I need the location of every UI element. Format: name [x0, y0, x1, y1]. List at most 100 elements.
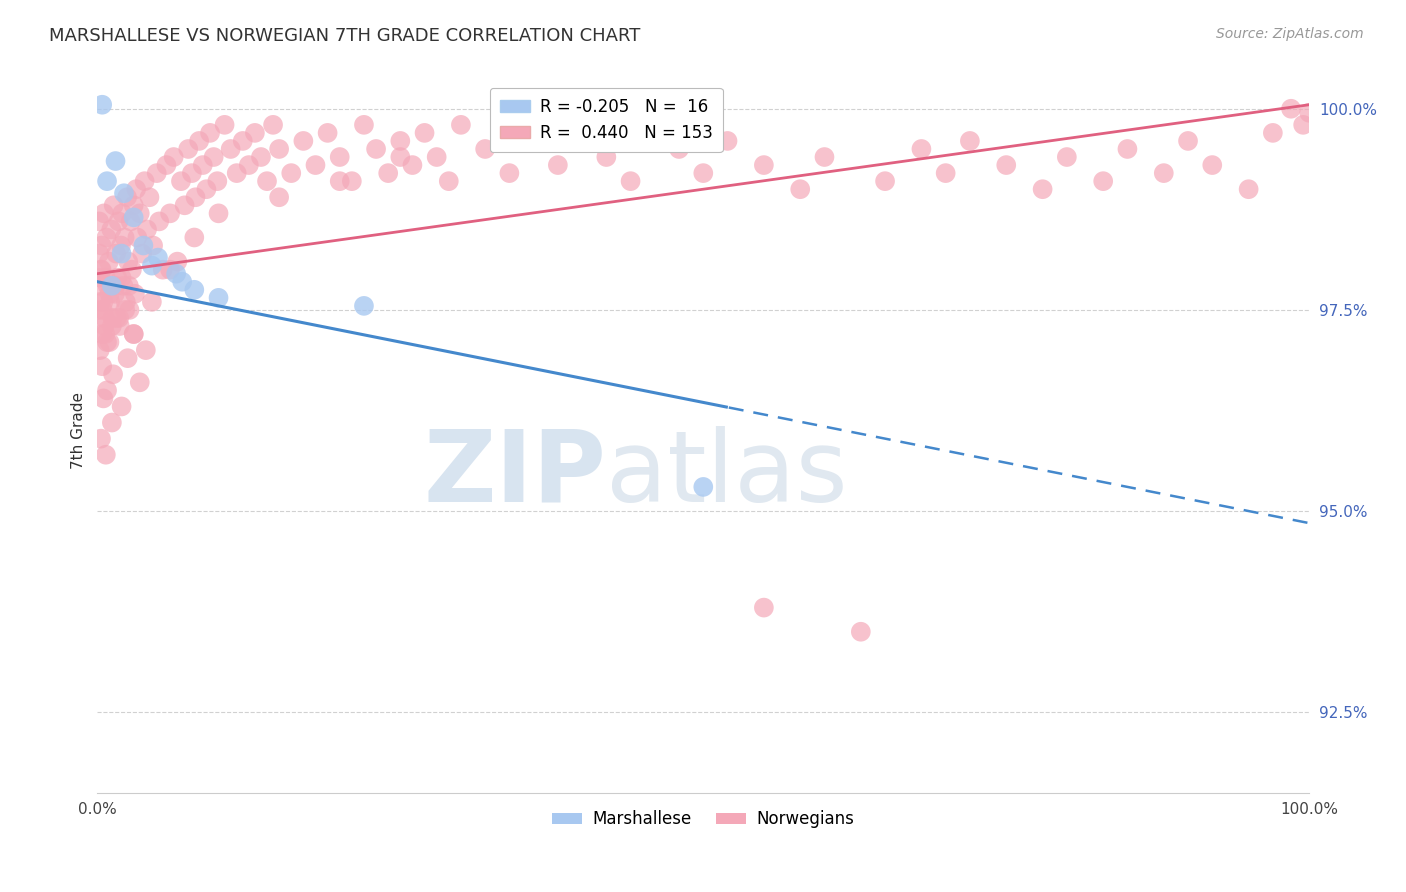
Point — [813, 150, 835, 164]
Point — [90, 262, 112, 277]
Point — [191, 158, 214, 172]
Point — [1201, 158, 1223, 172]
Point — [389, 150, 412, 164]
Point — [89, 294, 111, 309]
Point — [89, 270, 111, 285]
Point — [304, 158, 326, 172]
Point — [138, 190, 160, 204]
Point — [177, 142, 200, 156]
Point — [353, 299, 375, 313]
Point — [995, 158, 1018, 172]
Point — [498, 166, 520, 180]
Point — [523, 134, 546, 148]
Point — [450, 118, 472, 132]
Point — [127, 230, 149, 244]
Point — [110, 238, 132, 252]
Point — [571, 126, 593, 140]
Point — [225, 166, 247, 180]
Point — [437, 174, 460, 188]
Point — [87, 302, 110, 317]
Point — [93, 392, 115, 406]
Point — [269, 142, 291, 156]
Point — [155, 158, 177, 172]
Point — [1261, 126, 1284, 140]
Point — [89, 343, 111, 358]
Point — [195, 182, 218, 196]
Point — [120, 214, 142, 228]
Point — [1292, 118, 1315, 132]
Point — [107, 214, 129, 228]
Point — [118, 278, 141, 293]
Point — [692, 480, 714, 494]
Point — [316, 126, 339, 140]
Point — [101, 318, 124, 333]
Point — [910, 142, 932, 156]
Point — [243, 126, 266, 140]
Point — [128, 206, 150, 220]
Point — [104, 278, 127, 293]
Point — [93, 318, 115, 333]
Point — [90, 432, 112, 446]
Point — [547, 158, 569, 172]
Text: ZIP: ZIP — [423, 425, 606, 523]
Point — [142, 238, 165, 252]
Point — [159, 262, 181, 277]
Point — [122, 326, 145, 341]
Point — [219, 142, 242, 156]
Point — [207, 206, 229, 220]
Point — [125, 182, 148, 196]
Point — [98, 286, 121, 301]
Point — [1279, 102, 1302, 116]
Legend: Marshallese, Norwegians: Marshallese, Norwegians — [546, 804, 860, 835]
Point — [91, 359, 114, 374]
Point — [364, 142, 387, 156]
Point — [98, 334, 121, 349]
Point — [100, 222, 122, 236]
Point — [329, 174, 352, 188]
Point — [207, 291, 229, 305]
Point — [121, 262, 143, 277]
Point — [163, 150, 186, 164]
Point — [108, 318, 131, 333]
Point — [110, 246, 132, 260]
Y-axis label: 7th Grade: 7th Grade — [72, 392, 86, 469]
Point — [91, 97, 114, 112]
Point — [115, 190, 138, 204]
Point — [96, 384, 118, 398]
Point — [91, 302, 114, 317]
Point — [172, 275, 194, 289]
Point — [135, 343, 157, 358]
Point — [122, 198, 145, 212]
Point — [110, 400, 132, 414]
Point — [108, 310, 131, 325]
Point — [256, 174, 278, 188]
Text: MARSHALLESE VS NORWEGIAN 7TH GRADE CORRELATION CHART: MARSHALLESE VS NORWEGIAN 7TH GRADE CORRE… — [49, 27, 641, 45]
Point — [183, 283, 205, 297]
Point — [207, 174, 229, 188]
Point — [1092, 174, 1115, 188]
Point — [692, 166, 714, 180]
Point — [170, 174, 193, 188]
Point — [105, 310, 128, 325]
Point — [188, 134, 211, 148]
Point — [122, 326, 145, 341]
Point — [122, 211, 145, 225]
Point — [136, 222, 159, 236]
Point — [118, 302, 141, 317]
Point — [89, 278, 111, 293]
Point — [184, 190, 207, 204]
Point — [935, 166, 957, 180]
Point — [96, 230, 118, 244]
Point — [269, 190, 291, 204]
Point — [114, 230, 136, 244]
Point — [112, 186, 135, 201]
Point — [96, 174, 118, 188]
Point — [131, 246, 153, 260]
Point — [128, 376, 150, 390]
Point — [97, 254, 120, 268]
Point — [166, 254, 188, 268]
Point — [668, 142, 690, 156]
Point — [117, 351, 139, 366]
Point — [595, 150, 617, 164]
Point — [148, 214, 170, 228]
